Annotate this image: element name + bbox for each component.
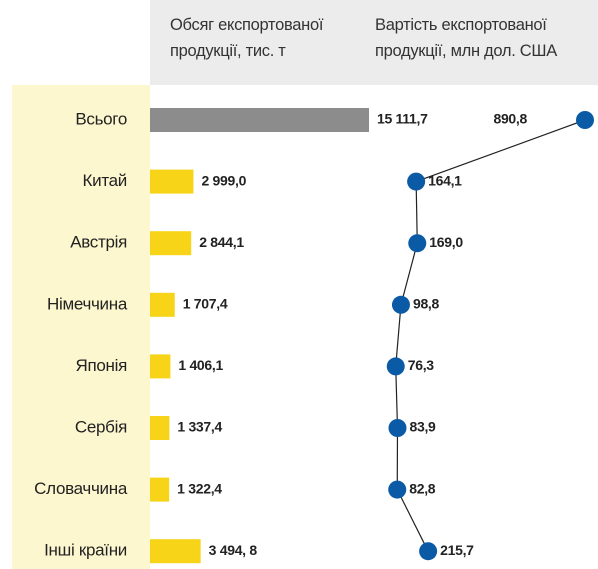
header-band bbox=[150, 0, 598, 85]
dot-value-label: 76,3 bbox=[408, 357, 435, 373]
value-dot bbox=[388, 480, 407, 499]
category-label: Словаччина bbox=[34, 479, 128, 498]
bar-value-label: 1 707,4 bbox=[183, 296, 228, 312]
value-dot bbox=[388, 419, 407, 437]
dot-value-label: 890,8 bbox=[493, 111, 527, 127]
dot-value-label: 164,1 bbox=[428, 172, 462, 188]
bar-value-label: 2 999,0 bbox=[201, 172, 246, 188]
category-label: Інші країни bbox=[44, 541, 127, 560]
bar-value-label: 1 322,4 bbox=[177, 480, 222, 496]
dot-value-label: 169,0 bbox=[429, 234, 463, 250]
bar bbox=[150, 169, 194, 194]
category-label: Австрія bbox=[70, 233, 127, 252]
value-dot bbox=[407, 172, 426, 191]
dot-value-label: 82,8 bbox=[409, 480, 436, 496]
value-dot bbox=[408, 234, 427, 253]
bar-header: Обсяг експортованої продукції, тис. т bbox=[170, 16, 324, 60]
bar-value-label: 3 494, 8 bbox=[209, 542, 258, 558]
category-label: Всього bbox=[75, 109, 127, 128]
category-label: Сербія bbox=[75, 417, 127, 436]
category-label: Японія bbox=[75, 356, 127, 375]
dot-value-label: 215,7 bbox=[440, 542, 474, 558]
bar-value-label: 1 406,1 bbox=[178, 357, 223, 373]
category-label: Німеччина bbox=[47, 294, 128, 313]
line-header: Вартість експортованої продукції, млн до… bbox=[375, 16, 557, 60]
bar-value-label: 2 844,1 bbox=[199, 234, 244, 250]
value-dot bbox=[386, 357, 405, 376]
bar-value-label: 1 337,4 bbox=[177, 419, 222, 435]
bar bbox=[150, 477, 170, 502]
bar bbox=[150, 539, 201, 564]
bar bbox=[150, 292, 175, 317]
category-label: Китай bbox=[83, 171, 127, 190]
category-band bbox=[12, 85, 150, 569]
bar bbox=[150, 354, 171, 379]
dot-value-label: 98,8 bbox=[413, 296, 440, 312]
bar-value-label: 15 111,7 bbox=[377, 111, 428, 127]
value-line bbox=[395, 119, 586, 552]
value-dot bbox=[391, 295, 410, 314]
bar bbox=[150, 108, 369, 132]
value-dot bbox=[419, 542, 438, 561]
value-dot bbox=[576, 111, 594, 129]
bar bbox=[150, 231, 192, 256]
dot-value-label: 83,9 bbox=[409, 419, 436, 435]
bar bbox=[150, 416, 170, 440]
